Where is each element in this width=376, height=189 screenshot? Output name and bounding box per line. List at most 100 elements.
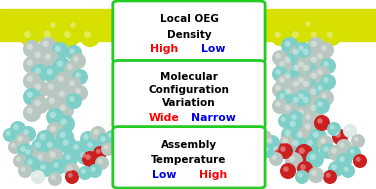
Circle shape	[299, 61, 317, 79]
Circle shape	[279, 77, 285, 83]
Circle shape	[87, 142, 93, 148]
Circle shape	[289, 136, 307, 154]
Circle shape	[35, 68, 41, 74]
Circle shape	[353, 154, 367, 168]
Circle shape	[339, 142, 345, 148]
Circle shape	[298, 93, 304, 99]
Circle shape	[27, 76, 33, 82]
Circle shape	[288, 111, 304, 127]
Circle shape	[327, 32, 333, 38]
Circle shape	[320, 138, 326, 144]
Text: Narrow: Narrow	[191, 113, 236, 123]
Circle shape	[31, 96, 49, 114]
Circle shape	[297, 132, 303, 138]
Circle shape	[80, 27, 100, 47]
Circle shape	[61, 119, 67, 125]
Circle shape	[27, 60, 33, 66]
Circle shape	[60, 27, 80, 47]
Circle shape	[307, 53, 325, 71]
Circle shape	[343, 124, 357, 138]
Circle shape	[330, 125, 335, 130]
Circle shape	[69, 80, 75, 86]
Circle shape	[70, 141, 86, 157]
Circle shape	[295, 58, 311, 74]
Circle shape	[66, 45, 82, 61]
Circle shape	[69, 96, 75, 102]
Circle shape	[20, 27, 40, 47]
Circle shape	[300, 164, 306, 170]
Circle shape	[275, 101, 281, 107]
Circle shape	[272, 50, 288, 66]
Circle shape	[23, 56, 41, 74]
Circle shape	[80, 152, 86, 158]
Circle shape	[311, 57, 317, 63]
Circle shape	[34, 173, 39, 178]
Circle shape	[46, 122, 64, 140]
Circle shape	[328, 145, 344, 161]
Circle shape	[46, 108, 64, 126]
Circle shape	[279, 135, 295, 151]
Circle shape	[108, 133, 113, 138]
Circle shape	[311, 73, 317, 79]
Circle shape	[298, 109, 304, 115]
Circle shape	[281, 69, 299, 87]
Circle shape	[285, 105, 291, 111]
Circle shape	[49, 98, 55, 104]
Text: Molecular: Molecular	[160, 72, 218, 82]
Circle shape	[293, 113, 299, 119]
Circle shape	[31, 138, 49, 156]
Circle shape	[289, 93, 307, 111]
Circle shape	[21, 167, 26, 172]
Circle shape	[75, 88, 81, 94]
Circle shape	[305, 114, 311, 120]
Circle shape	[272, 66, 288, 82]
Circle shape	[93, 146, 107, 160]
Circle shape	[306, 150, 324, 168]
Circle shape	[8, 140, 22, 154]
Circle shape	[299, 93, 317, 111]
Circle shape	[281, 85, 299, 103]
Circle shape	[62, 140, 69, 146]
Circle shape	[47, 19, 63, 35]
Circle shape	[303, 97, 309, 103]
Circle shape	[277, 143, 293, 159]
Circle shape	[47, 69, 53, 75]
Circle shape	[17, 136, 23, 142]
Circle shape	[317, 118, 323, 124]
Circle shape	[285, 152, 303, 170]
Circle shape	[31, 64, 49, 82]
Circle shape	[279, 61, 285, 67]
Circle shape	[293, 128, 311, 146]
Circle shape	[72, 85, 88, 101]
Circle shape	[276, 90, 292, 106]
Circle shape	[283, 166, 289, 172]
Circle shape	[303, 81, 309, 87]
Circle shape	[35, 142, 41, 148]
Circle shape	[16, 157, 21, 162]
Circle shape	[314, 98, 330, 114]
Circle shape	[264, 135, 280, 151]
Circle shape	[302, 18, 318, 34]
Circle shape	[314, 115, 330, 131]
Circle shape	[41, 50, 59, 68]
Circle shape	[23, 40, 41, 58]
Circle shape	[42, 41, 49, 47]
Circle shape	[77, 149, 93, 165]
Circle shape	[31, 48, 49, 66]
Circle shape	[335, 132, 341, 138]
Circle shape	[59, 91, 65, 97]
Circle shape	[295, 144, 313, 162]
Circle shape	[318, 90, 334, 106]
Text: Local OEG: Local OEG	[159, 14, 218, 24]
Text: High: High	[199, 170, 227, 180]
Circle shape	[317, 85, 323, 91]
Circle shape	[22, 146, 38, 162]
Circle shape	[289, 61, 307, 79]
Circle shape	[31, 170, 45, 184]
Circle shape	[314, 66, 330, 82]
Circle shape	[17, 143, 33, 159]
Circle shape	[301, 120, 319, 138]
Circle shape	[278, 114, 292, 128]
Circle shape	[56, 101, 74, 119]
Circle shape	[289, 45, 307, 63]
